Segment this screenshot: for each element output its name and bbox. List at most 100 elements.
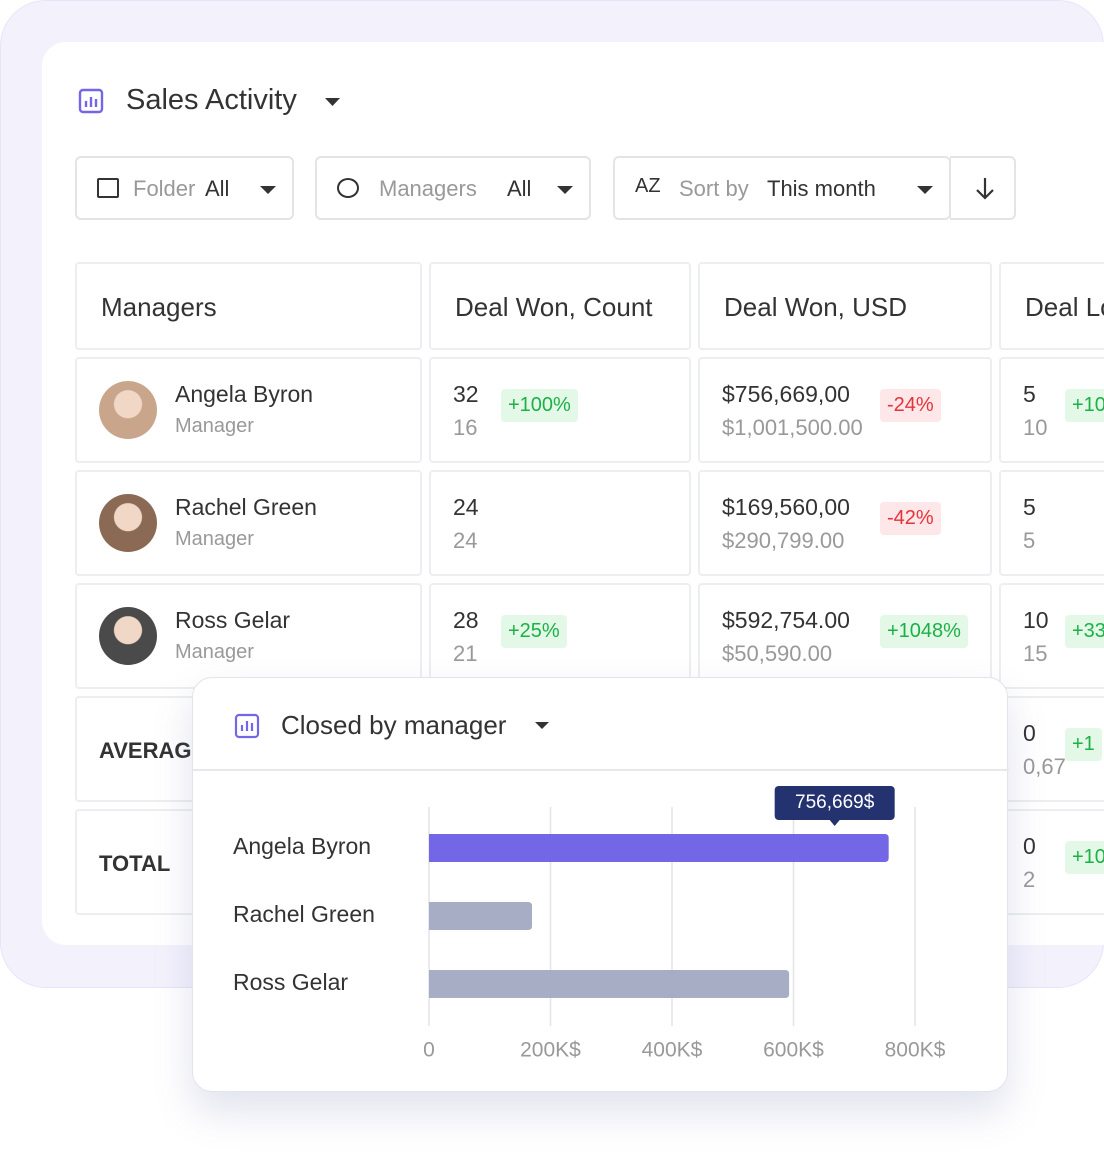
summary-label: TOTAL (99, 851, 171, 876)
previous-value: $290,799.00 (722, 528, 845, 553)
caret (917, 186, 933, 194)
previous-value: 21 (453, 641, 478, 666)
value-label: 756,669$ (795, 792, 875, 813)
table-cell: 0 2 +100 (999, 809, 1104, 915)
az-icon: AZ (635, 175, 661, 197)
filter-label: Sort by (679, 176, 749, 201)
column-header: Deal Lo (1025, 292, 1104, 322)
filter-label: Managers (379, 176, 477, 201)
table-cell: Angela Byron Manager (75, 357, 422, 463)
filter-label: Folder (133, 176, 196, 201)
table-cell: 28 21 +25% (429, 583, 691, 689)
bar (429, 902, 533, 930)
summary-label: AVERAG (99, 738, 192, 763)
table-cell: 24 24 (429, 470, 691, 576)
change-badge: +25% (501, 615, 567, 648)
table-cell: 32 16 +100% (429, 357, 691, 463)
change-badge: +100% (501, 389, 578, 422)
bar (429, 834, 889, 862)
x-tick-label: 800K$ (885, 1039, 946, 1062)
current-value: 0 (1023, 720, 1036, 746)
chart-card: Closed by manager 0 200K$ 400K$ 600K$ 800K$ A… (192, 677, 1009, 1092)
x-tick-label: 200K$ (520, 1039, 581, 1062)
table-cell: Ross Gelar Manager (75, 583, 422, 689)
previous-value: 16 (453, 415, 478, 440)
y-tick-label: Angela Byron (233, 833, 371, 859)
x-tick-label: 0 (423, 1039, 435, 1062)
change-badge: +33 (1065, 615, 1104, 648)
table-cell: Managers (75, 262, 422, 350)
title: Sales Activity (126, 84, 297, 116)
change-badge: +1048% (880, 615, 968, 648)
table-cell: 0 0,67 +1 (999, 696, 1104, 802)
column-header: Deal Won, Count (455, 292, 653, 322)
filter[interactable]: Sort by This month AZ (613, 156, 951, 220)
current-value: 32 (453, 381, 479, 407)
tooltip (774, 786, 895, 820)
avatar (99, 607, 157, 665)
change-badge: +10 (1065, 389, 1104, 422)
table-cell: Deal Won, USD (698, 262, 992, 350)
manager-role: Manager (175, 528, 254, 550)
table-cell: $592,754.00 $50,590.00 +1048% (698, 583, 992, 689)
current-value: 0 (1023, 833, 1036, 859)
filter[interactable]: Folder All (75, 156, 294, 220)
previous-value: 15 (1023, 641, 1048, 666)
table-cell: $169,560,00 $290,799.00 -42% (698, 470, 992, 576)
current-value: 24 (453, 494, 479, 520)
avatar (99, 381, 157, 439)
previous-value: $50,590.00 (722, 641, 833, 666)
table-cell: Deal Won, Count (429, 262, 691, 350)
y-tick-label: Ross Gelar (233, 969, 348, 995)
column-header: Managers (101, 292, 217, 322)
caret (557, 186, 573, 194)
chart: Closed by manager 0 200K$ 400K$ 600K$ 800K$ A… (193, 710, 1009, 1062)
change-badge: -24% (880, 389, 941, 422)
manager-role: Manager (175, 415, 254, 437)
filter-value: All (205, 176, 230, 201)
current-value: 5 (1023, 494, 1036, 520)
filter-icon (337, 178, 359, 198)
column-header: Deal Won, USD (724, 292, 908, 322)
manager-role: Manager (175, 641, 254, 663)
previous-value: 24 (453, 528, 478, 553)
filter-value: This month (767, 176, 876, 201)
manager-name: Rachel Green (175, 494, 317, 520)
current-value: 10 (1023, 607, 1049, 633)
previous-value: 0,67 (1023, 754, 1066, 779)
dropdown-caret[interactable] (322, 96, 344, 108)
current-value: $592,754.00 (722, 607, 850, 633)
previous-value: 10 (1023, 415, 1048, 440)
current-value: 28 (453, 607, 479, 633)
x-tick-label: 600K$ (763, 1039, 824, 1062)
manager-name: Ross Gelar (175, 607, 291, 633)
chart-title: Closed by manager (281, 710, 507, 740)
table-cell: 10 15 +33 (999, 583, 1104, 689)
table-cell: $756,669,00 $1,001,500.00 -24% (698, 357, 992, 463)
filter-value: All (507, 176, 532, 201)
previous-value: 2 (1023, 867, 1036, 892)
tooltip-pointer (829, 820, 840, 826)
bar (429, 970, 790, 998)
current-value: $756,669,00 (722, 381, 850, 407)
filter[interactable]: Managers All (315, 156, 591, 220)
x-tick-label: 400K$ (642, 1039, 703, 1062)
manager-name: Angela Byron (175, 381, 314, 407)
change-badge: +1 (1065, 728, 1102, 761)
previous-value: 5 (1023, 528, 1036, 553)
change-badge: +100 (1065, 841, 1104, 874)
avatar (99, 494, 157, 552)
current-value: $169,560,00 (722, 494, 850, 520)
chart-icon (78, 88, 104, 114)
caret (260, 186, 276, 194)
previous-value: $1,001,500.00 (722, 415, 863, 440)
change-badge: -42% (880, 502, 941, 535)
sort-direction[interactable] (950, 156, 1016, 220)
table-cell: 5 10 +10 (999, 357, 1104, 463)
table-cell: Deal Lo (999, 262, 1104, 350)
filter-icon (97, 178, 119, 198)
y-tick-label: Rachel Green (233, 901, 375, 927)
table-cell: Rachel Green Manager (75, 470, 422, 576)
